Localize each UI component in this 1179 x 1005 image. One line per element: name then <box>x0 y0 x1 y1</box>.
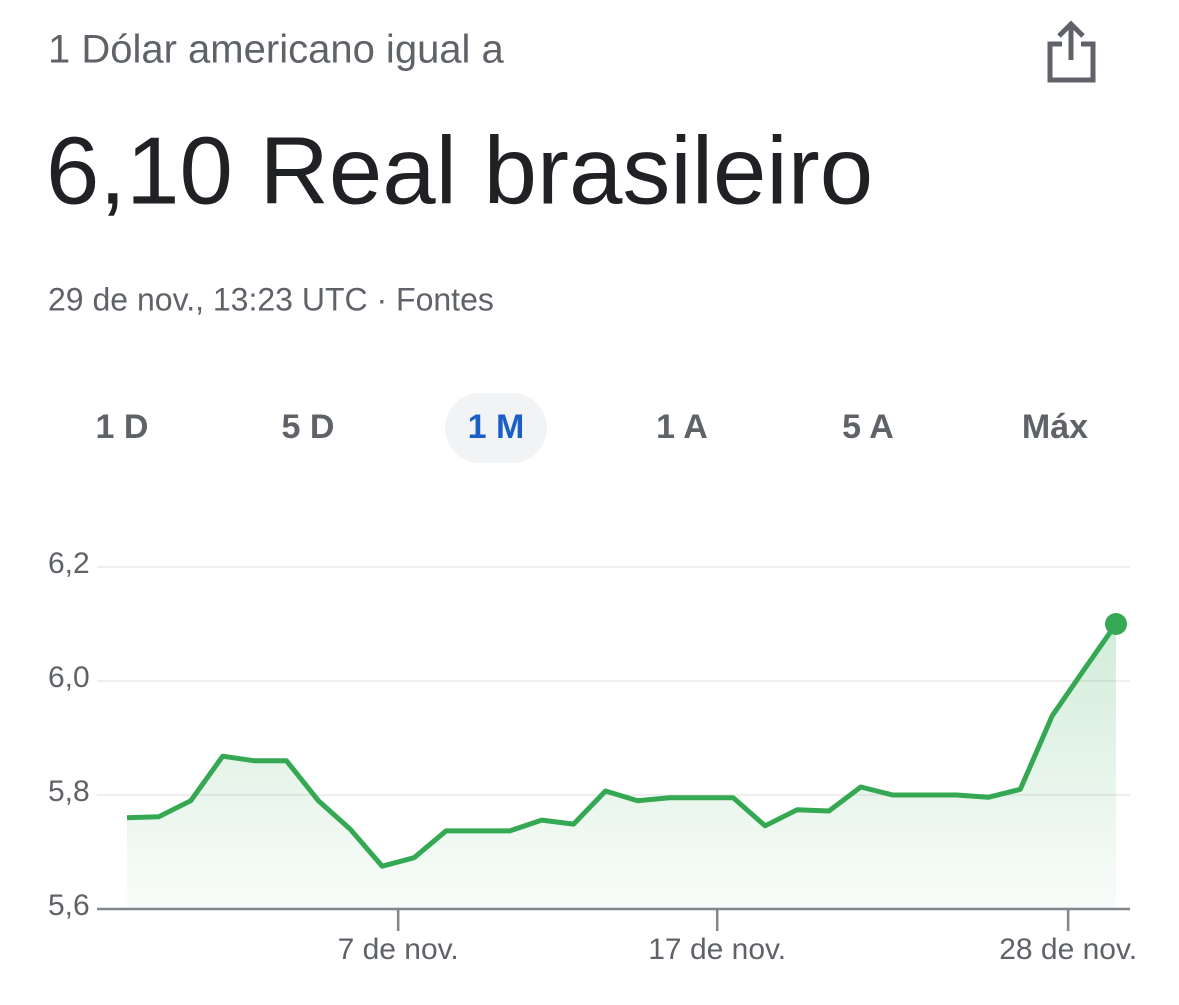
tab-label: Máx <box>1022 408 1088 446</box>
share-button[interactable] <box>1047 20 1096 83</box>
subtitle: 1 Dólar americano igual a <box>48 28 505 72</box>
y-tick-label: 6,2 <box>48 547 90 580</box>
y-tick-label: 6,0 <box>48 661 90 694</box>
range-tabs: 1 D 5 D 1 M 1 A 5 A Máx <box>96 393 1088 463</box>
range-tab[interactable]: 1 A <box>656 408 708 446</box>
tab-highlight <box>445 393 547 463</box>
share-arrow <box>1057 20 1085 60</box>
tab-label: 1 A <box>656 408 708 446</box>
timestamp: 29 de nov., 13:23 UTC · Fontes <box>48 281 494 317</box>
x-tick-label: 7 de nov. <box>338 933 459 966</box>
range-tab[interactable]: 1 M <box>445 393 547 463</box>
current-point <box>1105 613 1127 635</box>
y-tick-label: 5,8 <box>48 775 90 808</box>
range-tab[interactable]: 5 D <box>282 408 335 446</box>
chart: 5,6 5,8 6,0 6,2 7 de nov. 17 de nov. 28 de nov… <box>48 547 1137 966</box>
price-line <box>126 622 1119 869</box>
y-tick-label: 5,6 <box>48 889 90 922</box>
x-tick-label: 17 de nov. <box>648 933 786 966</box>
range-tab[interactable]: Máx <box>1022 408 1088 446</box>
x-tick-label: 28 de nov. <box>999 933 1137 966</box>
converted-value: 6,10 Real brasileiro <box>46 117 873 224</box>
tab-label: 5 A <box>842 408 894 446</box>
area-fill <box>127 624 1116 909</box>
range-tab[interactable]: 1 D <box>96 408 149 446</box>
share-box <box>1047 41 1096 83</box>
tab-label: 1 M <box>468 408 525 446</box>
range-tab[interactable]: 5 A <box>842 408 894 446</box>
tab-label: 1 D <box>96 408 149 446</box>
tab-label: 5 D <box>282 408 335 446</box>
